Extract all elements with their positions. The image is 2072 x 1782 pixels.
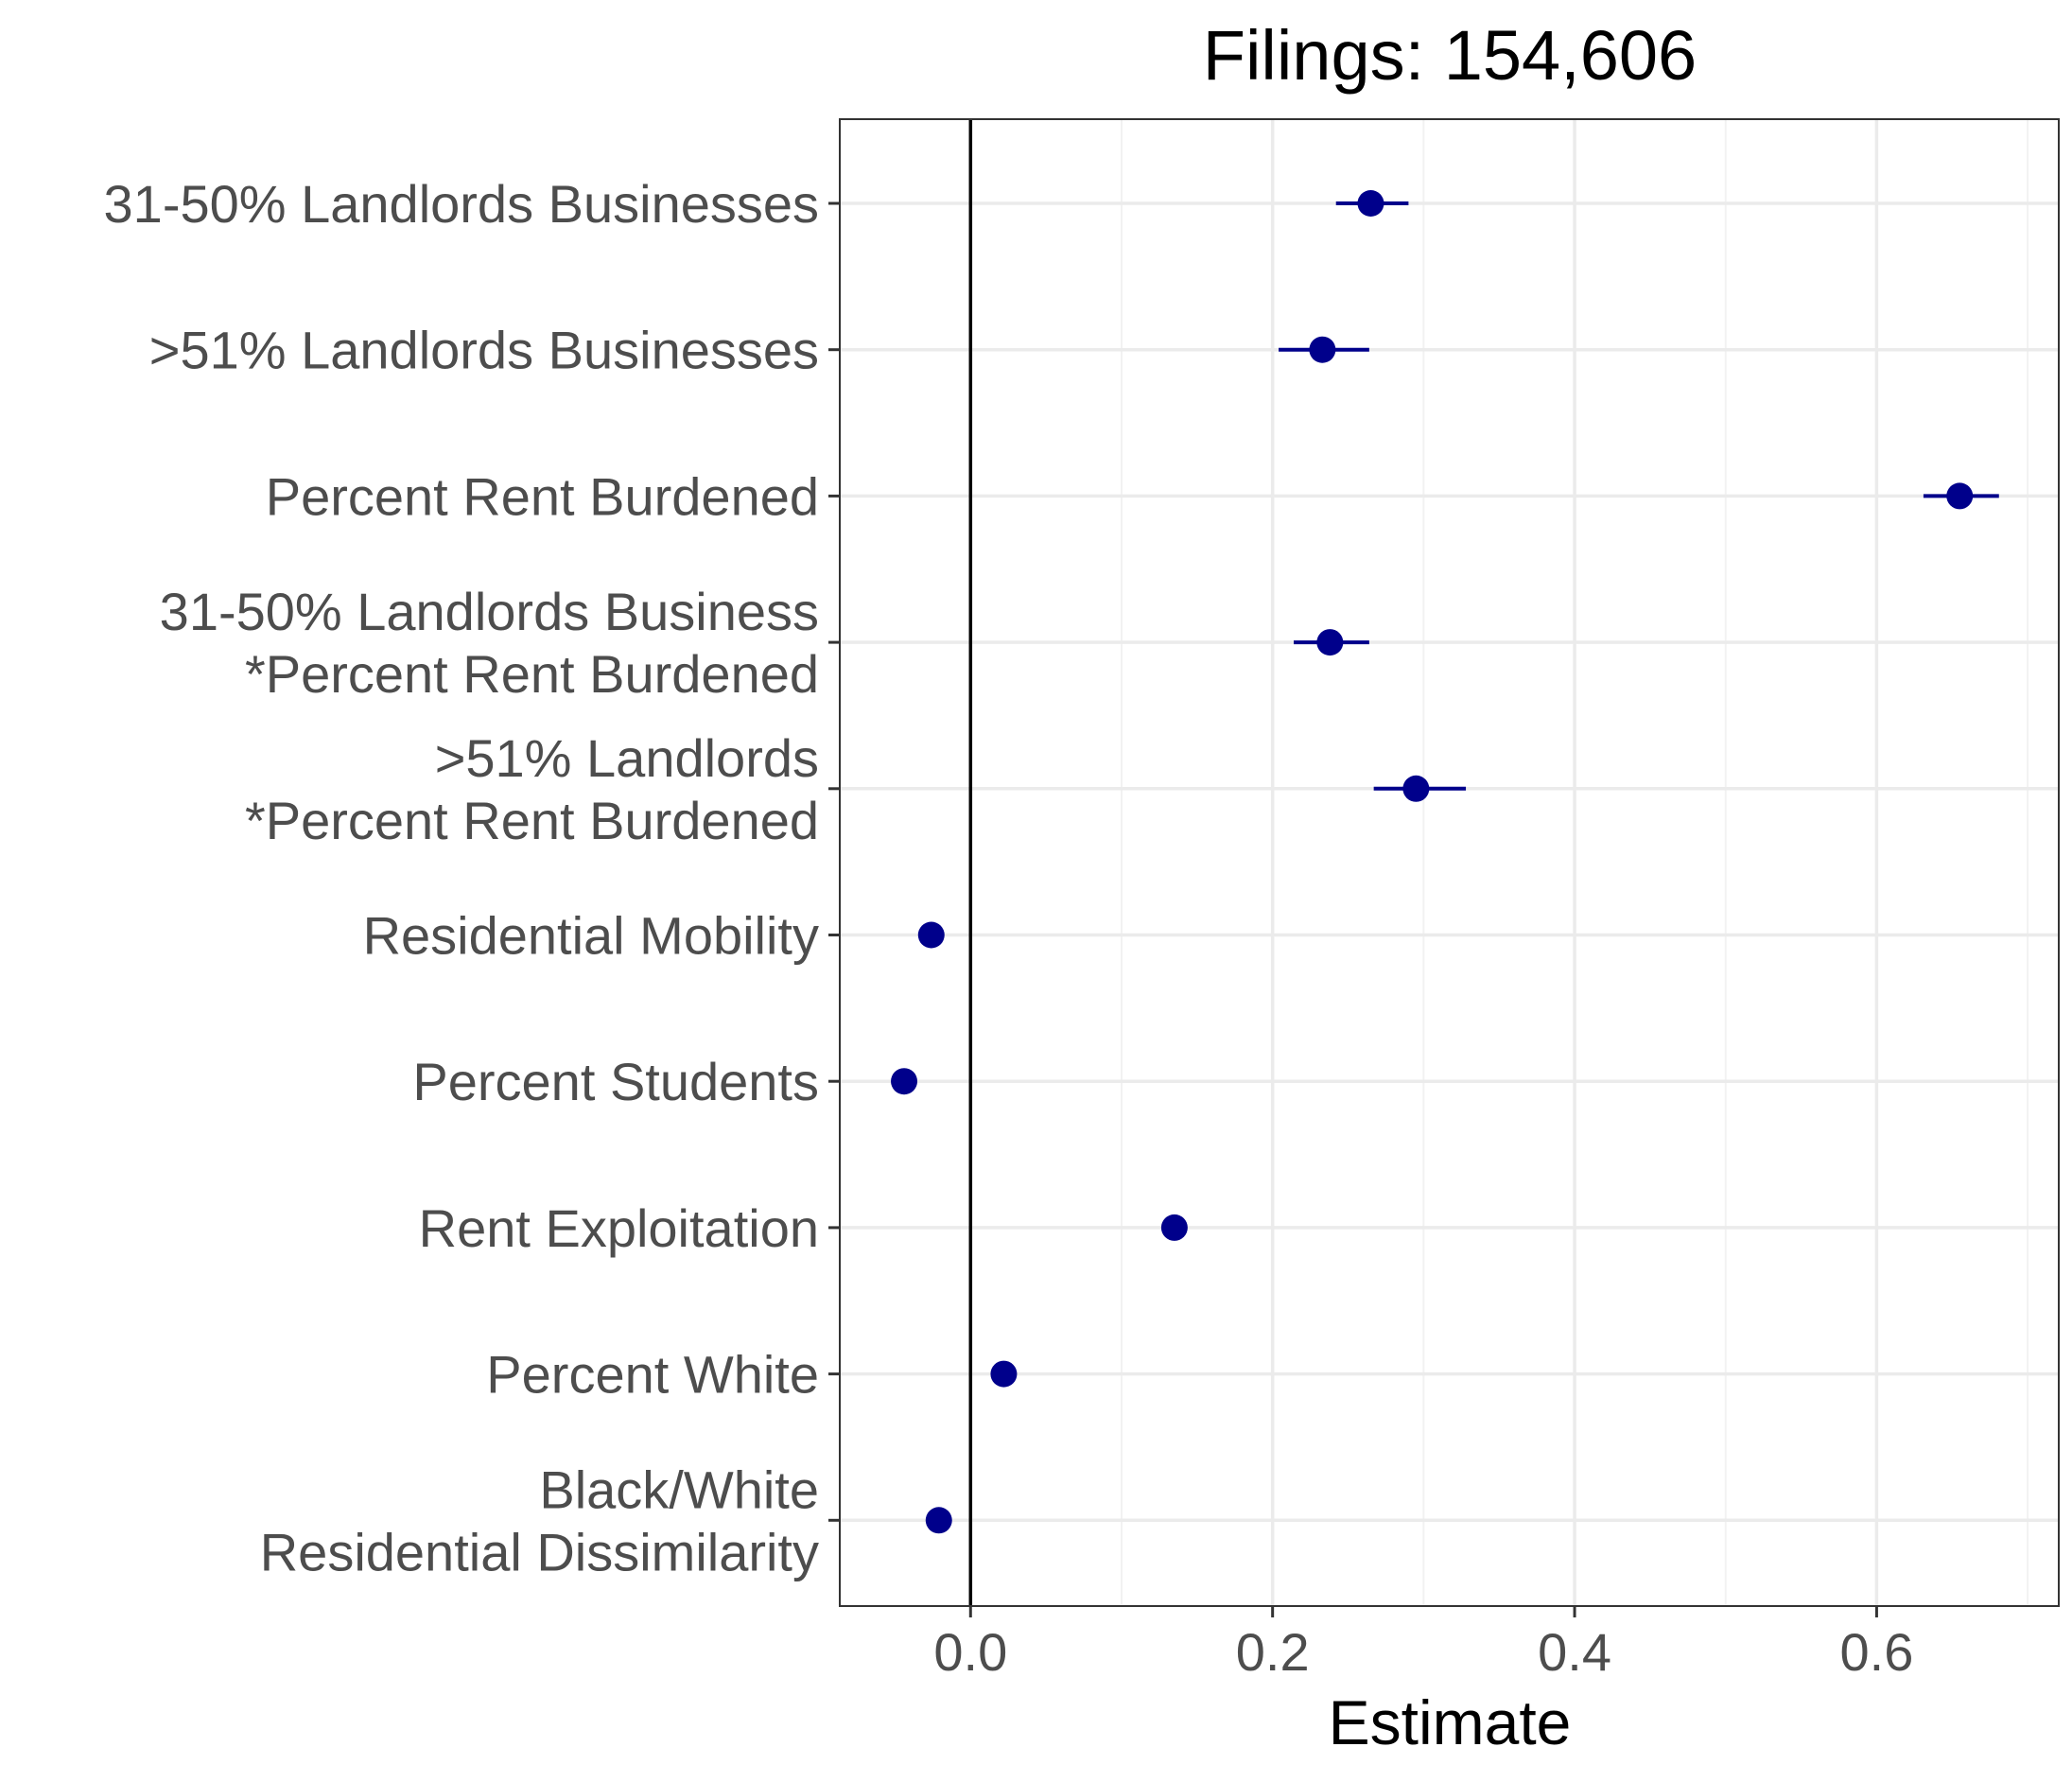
x-axis-title: Estimate: [1329, 1687, 1572, 1757]
x-tick-label: 0.0: [933, 1622, 1007, 1682]
estimate-point: [917, 921, 945, 949]
estimate-point: [1309, 336, 1336, 363]
x-tick-label: 0.6: [1839, 1622, 1913, 1682]
panel-border: [839, 118, 2060, 1607]
y-tick-label: >51% Landlords Businesses: [149, 321, 819, 380]
y-tick-label: >51% Landlords: [435, 728, 819, 788]
y-tick-label: Percent Rent Burdened: [266, 466, 819, 526]
y-tick-label: Percent White: [486, 1345, 819, 1405]
estimate-point: [990, 1360, 1018, 1388]
x-tick-label: 0.2: [1236, 1622, 1310, 1682]
marks-layer: [891, 190, 1999, 1534]
y-tick-label: Black/White: [539, 1459, 819, 1519]
y-tick-label: *Percent Rent Burdened: [245, 644, 819, 704]
chart-title: Filings: 154,606: [1203, 16, 1697, 95]
axis-layer: 31-50% Landlords Businesses >51% Landlord…: [104, 174, 1914, 1682]
y-tick-label: *Percent Rent Burdened: [245, 791, 819, 850]
estimate-point: [1402, 775, 1430, 802]
estimate-point: [891, 1068, 918, 1095]
y-tick-label: 31-50% Landlords Business: [160, 582, 819, 641]
x-tick-label: 0.4: [1538, 1622, 1611, 1682]
y-tick-label: Rent Exploitation: [419, 1198, 819, 1258]
estimate-point: [925, 1507, 952, 1534]
estimate-point: [1946, 482, 1974, 510]
estimate-point: [1357, 190, 1384, 217]
y-tick-label: 31-50% Landlords Businesses: [104, 174, 819, 234]
y-tick-label: Residential Dissimilarity: [260, 1522, 819, 1581]
y-tick-label: Residential Mobility: [363, 906, 819, 966]
estimate-point: [1316, 629, 1344, 656]
y-tick-label: Percent Students: [412, 1052, 819, 1111]
grid-layer: [840, 119, 2059, 1606]
estimate-point: [1160, 1214, 1188, 1241]
